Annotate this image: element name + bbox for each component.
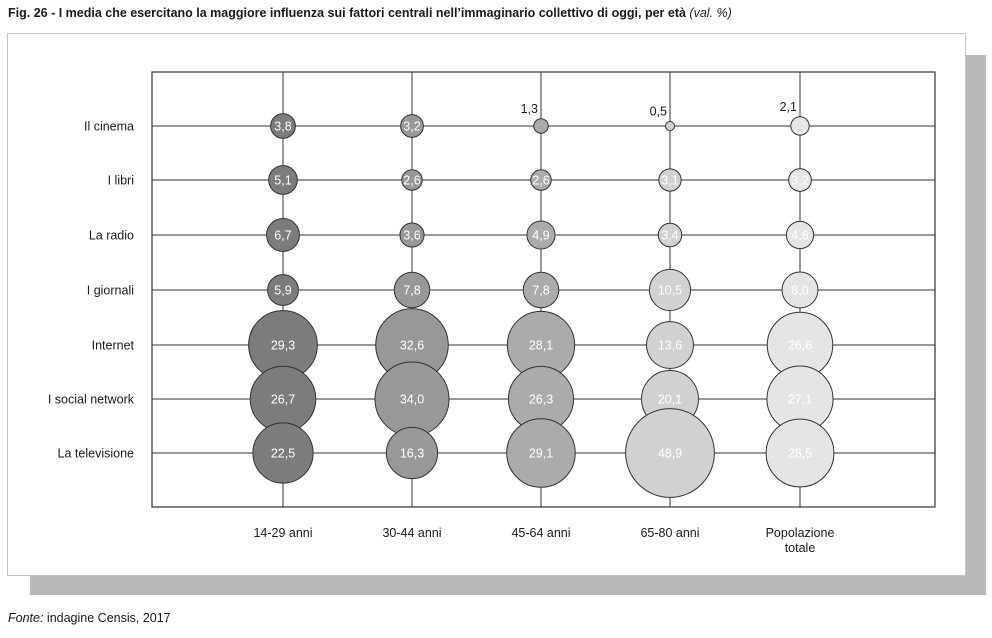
data-label: 6,7 [274,229,291,243]
bubble [268,165,298,195]
row-label: Internet [92,339,135,353]
data-label: 3,1 [661,174,678,188]
source-note: Fonte: indagine Censis, 2017 [8,611,171,625]
data-label: 16,3 [400,447,424,461]
data-label: 28,1 [529,339,553,353]
bubble [401,169,423,191]
data-label: 29,1 [529,447,553,461]
source-text: indagine Censis, 2017 [46,611,171,625]
bubble [266,218,300,252]
data-label: 4,6 [791,229,808,243]
data-label: 29,3 [271,339,295,353]
bubble [790,116,810,136]
bubble [625,408,715,498]
data-label: 2,1 [780,100,797,114]
bubble [506,418,576,488]
figure-title: Fig. 26 - I media che esercitano la magg… [8,6,732,20]
bubble [781,271,819,309]
row-label: I giornali [87,284,134,298]
bubble [267,274,299,306]
column-label: 30-44 anni [382,526,441,540]
bubble [400,114,424,138]
bubble [530,169,552,191]
data-label: 34,0 [400,393,424,407]
data-label: 20,1 [658,393,682,407]
bubble [385,426,439,480]
source-label: Fonte: [8,611,44,625]
data-label: 48,9 [658,447,682,461]
bubble [648,268,692,312]
column-label: 65-80 anni [640,526,699,540]
data-label: 7,8 [403,284,420,298]
bubble [765,418,835,488]
data-label: 2,6 [403,174,420,188]
row-label: La televisione [58,447,134,461]
data-label: 3,2 [791,174,808,188]
data-label: 3,6 [403,229,420,243]
column-label: Popolazione [766,526,835,540]
data-label: 27,1 [788,393,812,407]
data-label: 5,1 [274,174,291,188]
data-label: 32,6 [400,339,424,353]
data-label: 5,9 [274,284,291,298]
bubble [522,271,560,309]
data-label: 13,6 [658,339,682,353]
column-label: 45-64 anni [511,526,570,540]
column-label: 14-29 anni [253,526,312,540]
bubble [533,118,549,134]
bubble [788,168,812,192]
data-label: 0,5 [650,105,667,119]
data-label: 1,3 [521,102,538,116]
figure-unit: (val. %) [689,6,732,20]
data-label: 3,2 [403,120,420,134]
data-label: 2,6 [532,174,549,188]
bubble [785,220,815,250]
row-label: Il cinema [84,120,134,134]
bubble [526,220,556,250]
data-label: 3,4 [661,229,678,243]
bubble [646,321,694,369]
data-label: 28,5 [788,447,812,461]
data-label: 8,0 [791,284,808,298]
data-label: 7,8 [532,284,549,298]
bubble [270,113,296,139]
bubble [393,271,431,309]
row-label: I social network [48,393,135,407]
column-label: totale [785,541,816,555]
bubble [658,168,682,192]
data-label: 10,5 [658,284,682,298]
row-label: La radio [89,229,134,243]
bubble [399,222,425,248]
data-label: 26,6 [788,339,812,353]
bubble [252,422,314,484]
data-label: 4,9 [532,229,549,243]
data-label: 22,5 [271,447,295,461]
bubble [665,121,675,131]
bubble [657,222,683,248]
row-label: I libri [108,174,134,188]
data-label: 26,3 [529,393,553,407]
data-label: 3,8 [274,120,291,134]
data-label: 26,7 [271,393,295,407]
